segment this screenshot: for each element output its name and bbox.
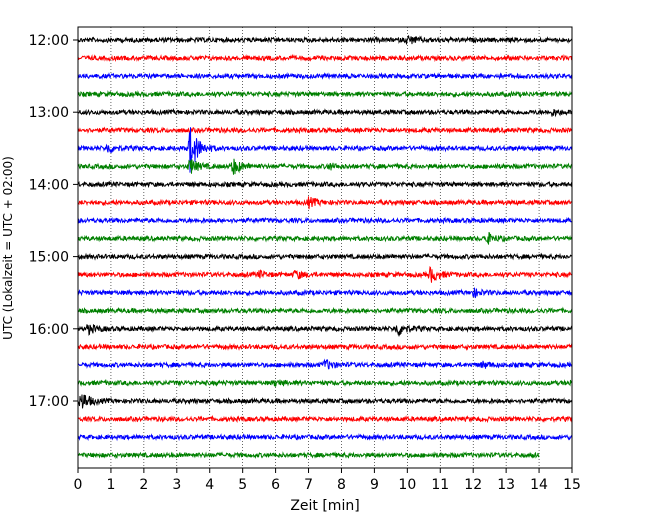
trace-1230 bbox=[77, 71, 573, 81]
trace-1545 bbox=[77, 306, 573, 315]
trace-1715 bbox=[77, 414, 573, 424]
y-tick-label: 12:00 bbox=[29, 33, 69, 49]
x-axis-ticks: 0 1 2 3 4 5 6 7 8 9 10 11 12 13 14 15 bbox=[74, 468, 581, 493]
plot-frame bbox=[77, 26, 573, 469]
x-tick-label: 0 bbox=[74, 477, 83, 493]
x-tick-label: 10 bbox=[398, 477, 416, 493]
trace-1300 bbox=[77, 107, 573, 118]
trace-1345 bbox=[77, 158, 573, 175]
y-axis-label: UTC (Lokalzeit = UTC + 02:00) bbox=[1, 156, 15, 340]
x-tick-label: 4 bbox=[205, 477, 214, 493]
y-tick-label: 14:00 bbox=[29, 177, 69, 193]
x-tick-label: 7 bbox=[304, 477, 313, 493]
x-tick-label: 12 bbox=[464, 477, 482, 493]
trace-1245 bbox=[77, 90, 573, 99]
trace-1630 bbox=[77, 358, 572, 370]
x-tick-label: 11 bbox=[431, 477, 449, 493]
trace-1445 bbox=[77, 231, 573, 245]
seismic-traces bbox=[77, 35, 573, 460]
x-tick-label: 5 bbox=[238, 477, 247, 493]
y-tick-label: 16:00 bbox=[29, 322, 69, 338]
trace-1400 bbox=[77, 180, 573, 189]
x-tick-label: 6 bbox=[271, 477, 280, 493]
trace-1500 bbox=[77, 252, 573, 261]
x-tick-label: 2 bbox=[139, 477, 148, 493]
trace-1215 bbox=[77, 53, 573, 63]
x-tick-label: 8 bbox=[337, 477, 346, 493]
x-tick-label: 14 bbox=[530, 477, 548, 493]
x-tick-label: 13 bbox=[497, 477, 515, 493]
x-tick-label: 9 bbox=[370, 477, 379, 493]
trace-1315 bbox=[77, 125, 573, 135]
y-tick-label: 15:00 bbox=[29, 250, 69, 266]
trace-1200 bbox=[77, 35, 573, 45]
trace-1600 bbox=[77, 324, 573, 337]
x-tick-label: 15 bbox=[563, 477, 581, 493]
trace-1745 bbox=[77, 451, 540, 460]
trace-1645 bbox=[77, 378, 573, 388]
x-axis-label: Zeit [min] bbox=[290, 498, 359, 514]
x-tick-label: 1 bbox=[106, 477, 115, 493]
trace-1530 bbox=[77, 287, 573, 299]
y-tick-label: 17:00 bbox=[29, 394, 69, 410]
trace-1430 bbox=[77, 216, 573, 225]
trace-1515 bbox=[77, 266, 573, 283]
trace-1330 bbox=[77, 127, 573, 173]
trace-1700 bbox=[77, 394, 573, 409]
trace-1615 bbox=[77, 342, 573, 352]
trace-1415 bbox=[77, 196, 573, 210]
y-axis-ticks: 12:00 13:00 14:00 15:00 16:00 17:00 bbox=[29, 33, 78, 410]
trace-1730 bbox=[77, 432, 573, 442]
y-tick-label: 13:00 bbox=[29, 105, 69, 121]
x-tick-label: 3 bbox=[172, 477, 181, 493]
